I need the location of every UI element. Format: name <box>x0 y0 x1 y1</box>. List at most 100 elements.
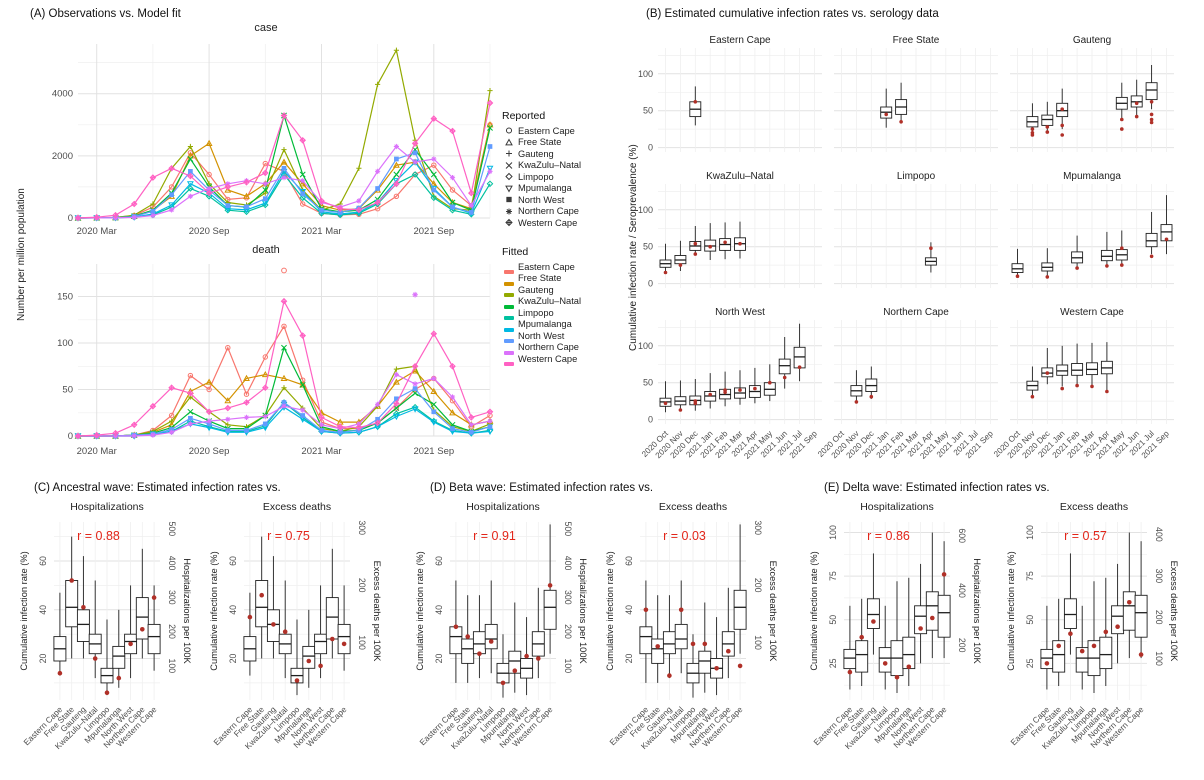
observed-point <box>547 583 553 588</box>
color-swatch-icon <box>504 327 514 332</box>
axis-text: 2021 Mar <box>301 226 341 237</box>
serology-point <box>678 263 683 267</box>
square-marker <box>300 413 306 418</box>
square-marker <box>487 424 493 430</box>
diamond-plus-marker <box>430 115 438 122</box>
axis-text: KwaZulu–Natal <box>706 171 774 182</box>
axis-text: Excess deaths per 100K <box>372 561 382 663</box>
diamond-plus-marker <box>243 399 250 406</box>
square-marker <box>225 203 231 208</box>
diamond-plus-marker <box>449 362 456 370</box>
serology-point <box>693 100 698 104</box>
asterisk-marker <box>169 207 175 213</box>
axis-text: 100 <box>638 205 653 215</box>
fitted-line <box>78 346 491 437</box>
axis-text: 20 <box>228 654 238 664</box>
axis-text: 50 <box>643 242 653 252</box>
observed-point <box>318 663 323 669</box>
axis-text: Cumulative infection rate (%) <box>209 551 219 670</box>
axis-text: 0 <box>648 415 653 425</box>
observed-point <box>116 675 122 681</box>
serology-point <box>768 380 772 385</box>
diamond-plus-marker <box>205 408 213 416</box>
serology-point <box>1060 107 1064 111</box>
observed-point <box>536 656 541 661</box>
plus-marker <box>281 147 287 153</box>
observed-point <box>477 651 482 656</box>
square-marker <box>506 197 512 203</box>
subplot-hospitalizations: Hospitalizations r = 0.88 Cumulative infec… <box>19 501 192 751</box>
triangle-down-open-marker <box>186 181 194 188</box>
x-marker <box>430 401 437 408</box>
axis-text: Excess deaths <box>1060 501 1128 513</box>
legend-item: Eastern Cape <box>502 261 620 275</box>
serology-point <box>1045 371 1050 375</box>
serology-point <box>1149 100 1154 104</box>
boxplot <box>337 623 351 655</box>
observed-point <box>678 607 684 613</box>
square-marker <box>431 409 437 415</box>
boxplot <box>925 591 939 631</box>
asterisk-marker <box>449 394 456 400</box>
serology-point <box>738 388 742 392</box>
square-marker <box>244 428 249 433</box>
axis-text: 50 <box>828 615 838 625</box>
triangle-open-marker <box>261 370 269 378</box>
serology-point <box>723 240 727 245</box>
death-chart: 0 50 100 150 2020 Mar 2020 Sep 2021 Mar 2021 Se… <box>57 264 494 457</box>
square-marker <box>468 429 474 435</box>
observed-point <box>92 656 98 661</box>
boxplot <box>1134 594 1148 638</box>
observed-point <box>500 680 506 686</box>
axis-text: 200 <box>563 624 573 639</box>
circle-open-marker <box>505 127 513 134</box>
diamond-plus-marker <box>411 362 419 370</box>
boxplot <box>651 638 665 664</box>
observed-point <box>453 624 459 630</box>
diamond-plus-marker <box>149 174 157 181</box>
legend-item: Western Cape <box>502 353 620 367</box>
triangle-open-marker <box>299 381 307 388</box>
serology-point <box>1090 384 1094 389</box>
axis-text: r = 0.86 <box>867 529 910 543</box>
observed-point <box>151 595 157 600</box>
square-marker <box>412 386 418 391</box>
diamond-plus-marker <box>168 164 175 172</box>
axis-text: 2020 Mar <box>77 446 117 457</box>
diamond-open-marker <box>243 208 250 216</box>
serology-point <box>678 408 683 412</box>
axis-text: 40 <box>434 605 444 615</box>
square-marker <box>169 192 174 198</box>
square-marker <box>375 186 380 191</box>
legend-label: Western Cape <box>518 217 578 228</box>
serology-point <box>869 394 874 399</box>
legend-label: Mpumalanga <box>518 183 572 194</box>
boxplot <box>793 346 806 369</box>
asterisk-marker <box>318 422 325 428</box>
panel-c-title: (C) Ancestral wave: Estimated infection … <box>34 482 281 494</box>
asterisk-marker <box>225 416 231 422</box>
boxplot <box>662 631 676 655</box>
triangle-open-marker <box>299 180 307 187</box>
x-marker <box>430 171 437 178</box>
serology-point <box>1075 266 1079 270</box>
triangle-open-marker <box>280 158 288 165</box>
axis-text: 40 <box>228 605 238 615</box>
boxplot <box>1145 232 1158 248</box>
asterisk-marker <box>187 193 193 199</box>
axis-text: 2021 Sep <box>413 226 454 237</box>
serology-point <box>738 241 742 246</box>
serology-point <box>1149 254 1154 259</box>
serology-point <box>797 365 802 370</box>
serology-point <box>1060 386 1064 391</box>
facet-North West: North West0501002020 Oct2020 Nov2020 Dec… <box>638 307 822 461</box>
legend-label: North West <box>518 194 565 205</box>
diamond-plus-marker <box>168 384 175 392</box>
legend-label: Free State <box>518 273 562 284</box>
triangle-open-marker <box>224 397 232 404</box>
legend-item: Gauteng <box>502 284 620 298</box>
circle-open-marker <box>243 391 250 397</box>
serology-point <box>1030 394 1035 399</box>
panel-b: (B) Estimated cumulative infection rates… <box>622 6 1202 478</box>
asterisk-marker <box>150 212 156 219</box>
